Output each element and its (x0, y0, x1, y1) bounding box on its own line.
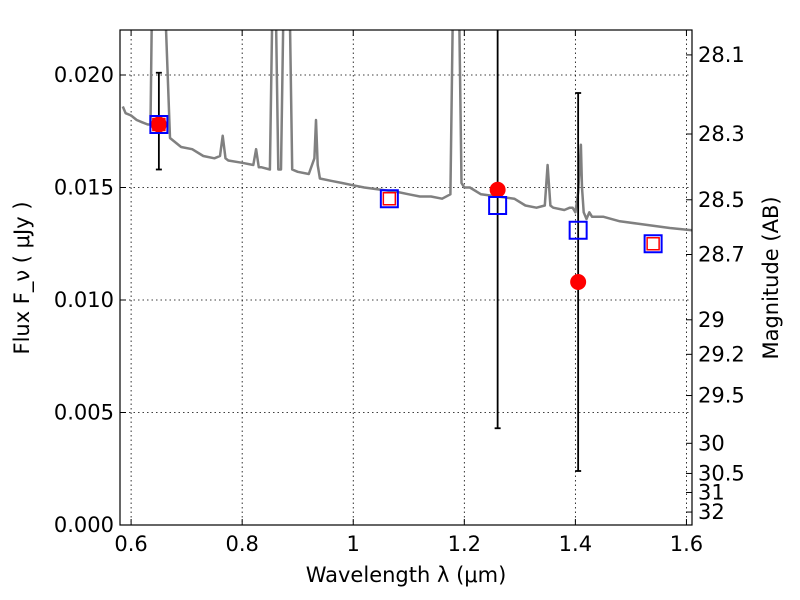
x-tick-label: 1.4 (559, 532, 592, 556)
photometry-point (152, 117, 166, 132)
x-tick-label: 1 (347, 532, 360, 556)
x-tick-label: 1.6 (670, 532, 703, 556)
y-tick-label: 0.020 (54, 63, 114, 87)
y-tick-label: 0.005 (54, 401, 114, 425)
right-tick-label: 30.5 (698, 461, 745, 485)
right-tick-label: 29.5 (698, 384, 745, 408)
x-axis-title: Wavelength λ (μm) (306, 563, 507, 587)
axes: 0.6 0.8 1 1.2 1.4 1.6 0.000 0.005 0.010 0.015 0.02… (54, 30, 745, 556)
x-tick-label: 0.6 (114, 532, 147, 556)
model-photometry-point (379, 189, 399, 209)
y-tick-label: 0.000 (54, 513, 114, 537)
model-photometry-point (488, 196, 508, 215)
x-tick-label: 0.8 (225, 532, 258, 556)
right-tick-label: 30 (698, 431, 725, 455)
model-photometry-point (643, 234, 663, 254)
series-layer (121, 30, 692, 472)
right-tick-label: 28.5 (698, 188, 745, 212)
model-photometry-point (149, 115, 169, 134)
y-tick-label: 0.010 (54, 288, 114, 312)
right-tick-label: 29.2 (698, 342, 745, 366)
right-tick-label: 28.1 (698, 43, 745, 67)
right-tick-label: 28.3 (698, 122, 745, 146)
y-axis-title-right: Magnitude (AB) (759, 196, 783, 359)
model-photometry-point (568, 220, 588, 240)
right-tick-label: 32 (698, 500, 725, 524)
right-tick-label: 29 (698, 308, 725, 332)
right-tick-label: 28.7 (698, 242, 745, 266)
plot-frame (119, 29, 693, 526)
spectrum-line (121, 30, 692, 232)
photometry-point (646, 237, 660, 251)
right-tick-label: 31 (698, 480, 725, 504)
photometry-point (382, 192, 397, 206)
y-tick-label: 0.015 (54, 176, 114, 200)
x-tick-label: 1.2 (448, 532, 481, 556)
grid (120, 30, 692, 526)
y-axis-title-left: Flux F_ν ( μJy ) (10, 201, 35, 354)
detection-point (489, 181, 506, 198)
detection-point (570, 274, 587, 290)
